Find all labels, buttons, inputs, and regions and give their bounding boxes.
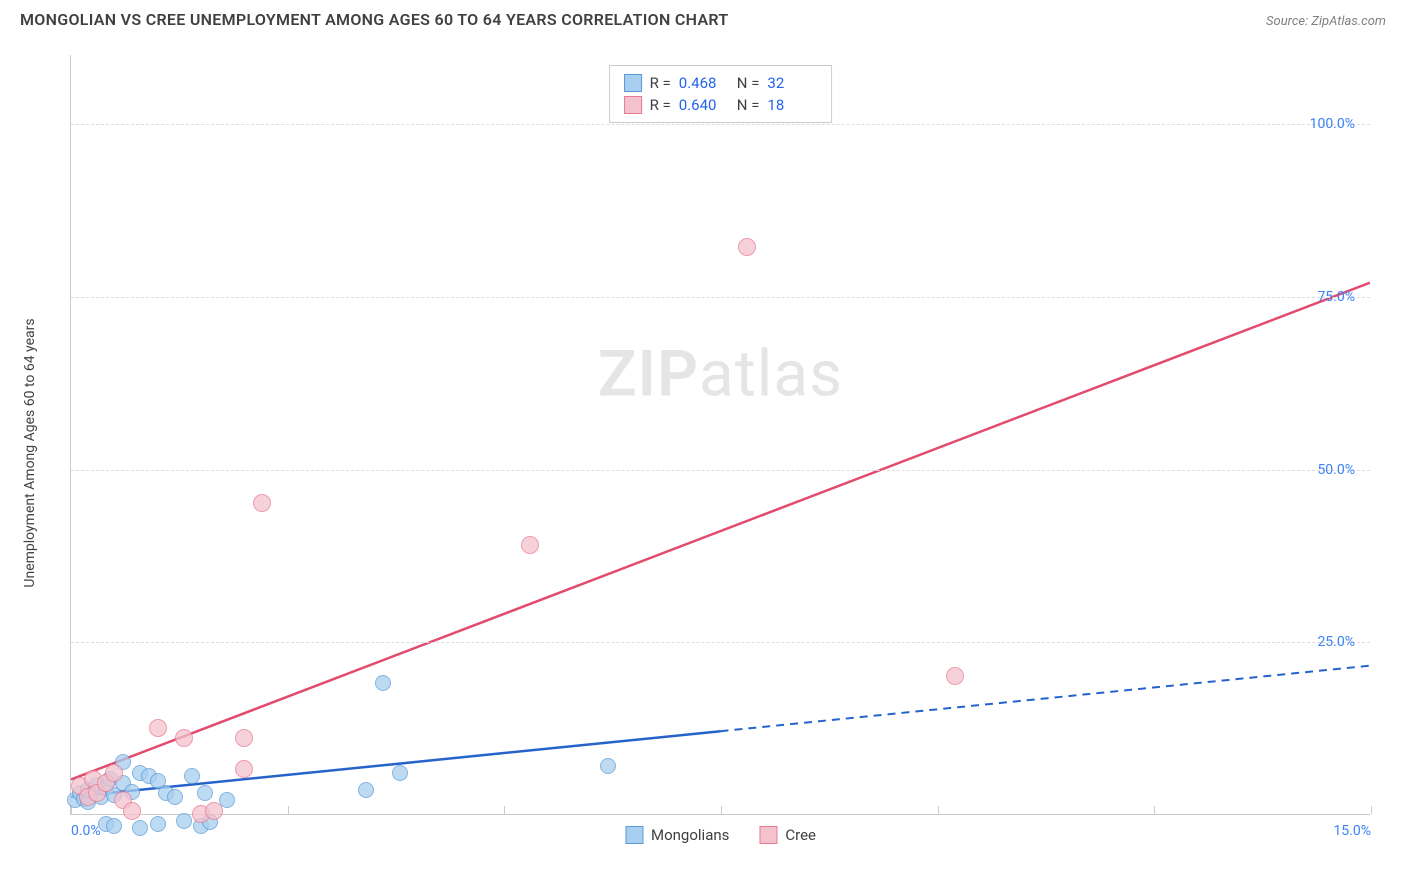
data-point — [738, 238, 756, 256]
data-point — [205, 802, 223, 820]
stats-row: R = 0.640 N = 18 — [624, 94, 818, 116]
gridline — [71, 297, 1370, 298]
legend-item: Mongolians — [625, 826, 729, 844]
legend-swatch — [624, 96, 642, 114]
watermark: ZIPatlas — [598, 336, 843, 411]
stats-box: R = 0.468 N = 32 R = 0.640 N = 18 — [609, 65, 833, 123]
n-value: 18 — [767, 96, 817, 114]
y-tick-label: 75.0% — [1317, 289, 1355, 305]
legend-label: Cree — [785, 826, 816, 844]
gridline — [71, 124, 1370, 125]
x-tick-label: 0.0% — [71, 823, 101, 839]
n-label: N = — [737, 96, 760, 114]
data-point — [184, 768, 200, 784]
data-point — [123, 802, 141, 820]
data-point — [150, 816, 166, 832]
bottom-legend: Mongolians Cree — [625, 826, 816, 844]
n-value: 32 — [767, 74, 817, 92]
r-label: R = — [650, 96, 671, 114]
data-point — [392, 765, 408, 781]
data-point — [358, 782, 374, 798]
legend-swatch — [625, 826, 643, 844]
y-tick-label: 25.0% — [1317, 634, 1355, 650]
x-tick — [721, 806, 722, 814]
x-tick — [504, 806, 505, 814]
r-value: 0.640 — [679, 96, 729, 114]
legend-swatch — [624, 74, 642, 92]
gridline — [71, 642, 1370, 643]
data-point — [235, 729, 253, 747]
data-point — [167, 789, 183, 805]
x-tick — [1371, 806, 1372, 814]
y-tick-label: 100.0% — [1310, 116, 1355, 132]
legend-item: Cree — [759, 826, 816, 844]
y-axis-label: Unemployment Among Ages 60 to 64 years — [22, 318, 38, 587]
data-point — [149, 719, 167, 737]
data-point — [946, 667, 964, 685]
r-value: 0.468 — [679, 74, 729, 92]
data-point — [235, 760, 253, 778]
data-point — [600, 758, 616, 774]
data-point — [175, 729, 193, 747]
r-label: R = — [650, 74, 671, 92]
legend-label: Mongolians — [651, 826, 729, 844]
x-tick — [938, 806, 939, 814]
data-point — [253, 494, 271, 512]
legend-swatch — [759, 826, 777, 844]
n-label: N = — [737, 74, 760, 92]
data-point — [105, 764, 123, 782]
data-point — [521, 536, 539, 554]
chart-title: MONGOLIAN VS CREE UNEMPLOYMENT AMONG AGE… — [20, 10, 729, 29]
x-tick — [288, 806, 289, 814]
stats-row: R = 0.468 N = 32 — [624, 72, 818, 94]
data-point — [176, 813, 192, 829]
data-point — [375, 675, 391, 691]
x-tick-label: 15.0% — [1333, 823, 1371, 839]
scatter-plot: ZIPatlas R =0.468N =32R =0.640N =18 Mong… — [70, 55, 1370, 815]
data-point — [132, 820, 148, 836]
trend-lines — [71, 55, 1370, 814]
data-point — [197, 785, 213, 801]
x-tick — [1154, 806, 1155, 814]
source-label: Source: ZipAtlas.com — [1266, 14, 1386, 29]
y-tick-label: 50.0% — [1317, 462, 1355, 478]
gridline — [71, 470, 1370, 471]
chart-area: Unemployment Among Ages 60 to 64 years Z… — [50, 45, 1386, 845]
data-point — [106, 818, 122, 834]
